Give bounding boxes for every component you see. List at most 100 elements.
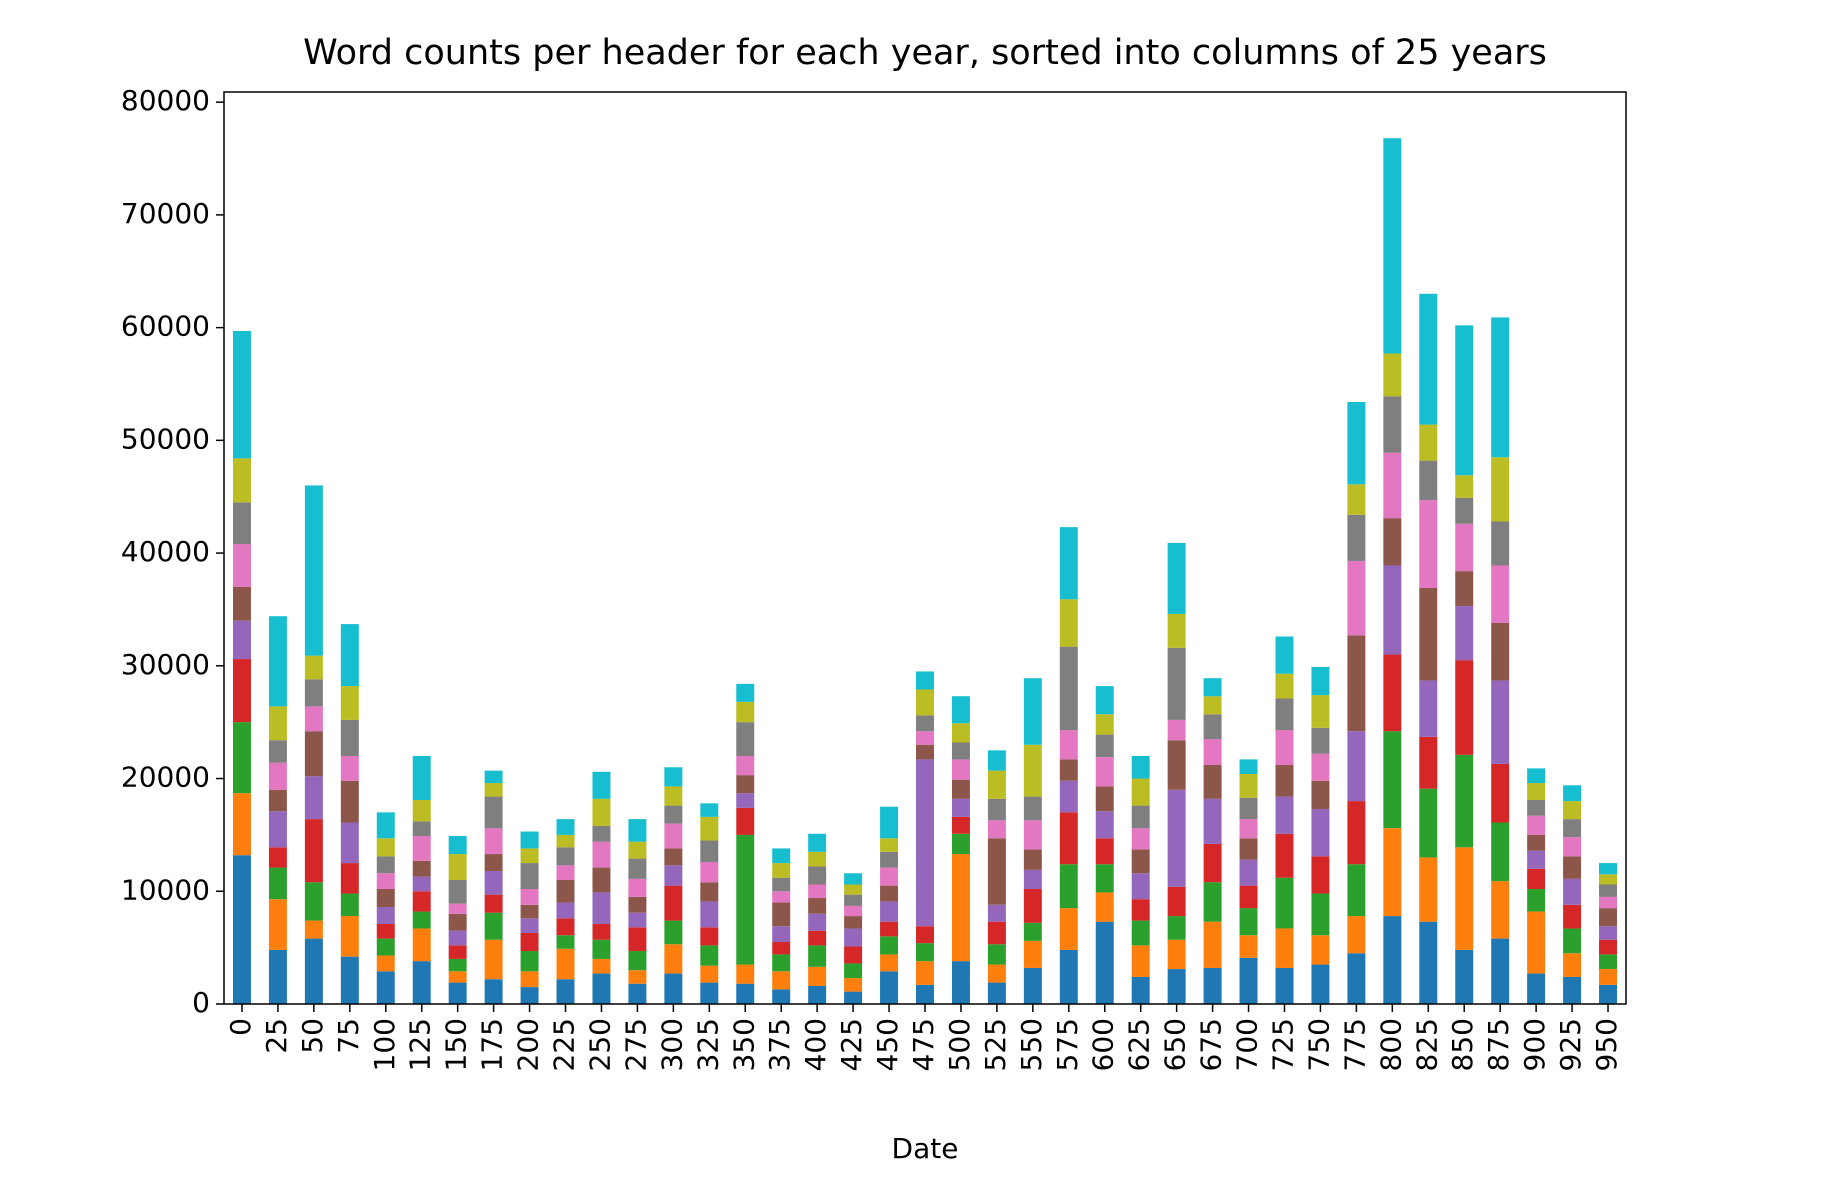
bar-segment (880, 838, 899, 852)
bar-segment (916, 671, 934, 690)
bar-segment (1275, 765, 1294, 797)
bar-segment (1383, 518, 1402, 566)
bar-segment (1419, 921, 1438, 1004)
bar-segment (664, 848, 683, 866)
bar-segment (844, 978, 863, 992)
x-tick-label: 700 (1231, 1018, 1264, 1071)
x-tick-label: 550 (1015, 1018, 1048, 1071)
bar-segment (1455, 325, 1474, 476)
x-tick-label: 25 (260, 1018, 293, 1054)
bar-segment (376, 838, 395, 857)
bar-segment (412, 928, 431, 962)
bar-segment (736, 964, 755, 984)
bar-segment (1527, 850, 1546, 869)
bar-segment (1347, 864, 1366, 917)
bar-segment (1491, 317, 1510, 458)
x-tick-label: 125 (404, 1018, 437, 1071)
bar-segment (664, 786, 683, 806)
bar-segment (916, 984, 934, 1004)
bar-segment (880, 867, 899, 886)
bar-segment (1131, 805, 1150, 829)
bar-segment (268, 616, 287, 707)
x-tick-label: 50 (296, 1018, 329, 1054)
bar-segment (520, 863, 539, 890)
bar-segment (1419, 857, 1438, 922)
bar-segment (448, 945, 467, 959)
bar-segment (520, 889, 539, 905)
bar-segment (880, 954, 899, 972)
x-tick-label: 400 (799, 1018, 832, 1071)
bar-segment (736, 701, 755, 723)
bar-segment (664, 973, 683, 1004)
bar-segment (700, 945, 719, 966)
bar-segment (268, 762, 287, 790)
bar-segment (1023, 922, 1042, 941)
bar-segment (628, 912, 647, 928)
bar-segment (1023, 849, 1042, 870)
bar-segment (880, 901, 899, 922)
bar-segment (1239, 908, 1258, 936)
bar-segment (1203, 696, 1222, 715)
bar-segment (1167, 613, 1186, 648)
bar-segment (808, 851, 827, 867)
bar-segment (916, 731, 934, 745)
bar-segment (268, 847, 287, 868)
x-tick-label: 75 (332, 1018, 365, 1054)
bar-segment (232, 793, 251, 856)
bar-segment (484, 870, 503, 895)
bar-segment (484, 912, 503, 940)
bar-segment (376, 812, 395, 839)
bar-segment (1131, 945, 1150, 977)
bar-segment (1563, 801, 1582, 820)
bar-segment (1131, 828, 1150, 850)
bar-segment (1095, 734, 1114, 758)
bar-segment (844, 916, 863, 929)
bar-segment (772, 891, 791, 903)
bar-segment (772, 989, 791, 1004)
bar-segment (592, 867, 611, 893)
bar-segment (1203, 843, 1222, 883)
bar-segment (1311, 856, 1330, 894)
x-tick-label: 650 (1159, 1018, 1192, 1071)
bar-segment (304, 706, 323, 732)
bar-segment (987, 921, 1006, 945)
bar-segment (376, 955, 395, 972)
bar-segment (700, 901, 719, 928)
x-tick-label: 200 (512, 1018, 545, 1071)
x-tick-label: 175 (476, 1018, 509, 1071)
bar-segment (556, 979, 575, 1004)
bar-segment (1239, 935, 1258, 958)
bar-segment (232, 502, 251, 545)
bar-segment (1527, 815, 1546, 835)
bar-segment (1023, 678, 1042, 745)
y-tick-label: 50000 (121, 422, 210, 455)
bar-segment (412, 821, 431, 837)
bar-segment (232, 659, 251, 723)
bar-segment (1275, 928, 1294, 968)
bar-segment (1383, 138, 1402, 354)
bar-segment (376, 971, 395, 1004)
bar-segment (1455, 847, 1474, 950)
bar-segment (1347, 916, 1366, 954)
x-tick-label: 900 (1518, 1018, 1551, 1071)
bar-segment (1527, 799, 1546, 816)
bar-segment (1023, 820, 1042, 850)
x-tick-label: 600 (1087, 1018, 1120, 1071)
bar-segment (1311, 780, 1330, 809)
bar-segment (1383, 654, 1402, 732)
bar-segment (232, 586, 251, 621)
bar-segment (700, 965, 719, 983)
bar-segment (1419, 460, 1438, 501)
bar-segment (844, 946, 863, 964)
bar-segment (1347, 514, 1366, 561)
bar-segment (340, 686, 359, 720)
bar-segment (1599, 969, 1618, 985)
bar-segment (1059, 864, 1078, 909)
bar-segment (808, 945, 827, 967)
bar-segment (772, 941, 791, 955)
bar-segment (916, 943, 934, 962)
bar-segment (1599, 954, 1618, 970)
bar-segment (808, 884, 827, 899)
bar-segment (268, 899, 287, 950)
bar-segment (340, 956, 359, 1004)
